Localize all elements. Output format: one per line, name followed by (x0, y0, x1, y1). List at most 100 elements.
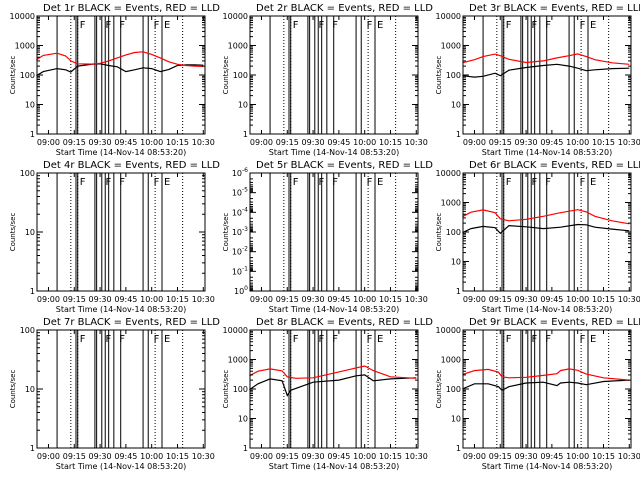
x-tick-label: 09:30 (302, 452, 325, 461)
x-tick-label: 10:15 (379, 138, 402, 147)
x-axis-label: Start Time (14-Nov-14 08:53:20) (269, 462, 399, 471)
x-tick-label: 09:00 (37, 295, 60, 304)
panel-title: Det 6r BLACK = Events, RED = LLD (469, 160, 640, 171)
flag-marker-f: F (580, 334, 586, 345)
events-series-line (249, 374, 417, 397)
x-axis-label: Start Time (14-Nov-14 08:53:20) (482, 148, 612, 157)
flag-marker-f: F (506, 334, 512, 345)
events-series-line (36, 63, 204, 77)
panel-title: Det 8r BLACK = Events, RED = LLD (256, 317, 433, 328)
x-tick-label: 10:15 (379, 295, 402, 304)
events-series-line (462, 379, 630, 392)
x-axis-label: Start Time (14-Nov-14 08:53:20) (269, 148, 399, 157)
x-tick-label: 09:00 (463, 452, 486, 461)
y-tick-label: 10000 (436, 169, 461, 178)
flag-marker-e: E (590, 177, 596, 188)
y-tick-label: 1 (456, 444, 461, 453)
x-tick-label: 09:45 (327, 452, 350, 461)
x-axis-label: Start Time (14-Nov-14 08:53:20) (56, 148, 186, 157)
x-tick-label: 10:15 (592, 138, 615, 147)
x-tick-label: 10:30 (618, 295, 640, 304)
flag-marker-f: F (154, 20, 160, 31)
panel-title: Det 5r BLACK = Events, RED = LLD (256, 160, 433, 171)
y-tick-label: 10-2 (232, 246, 248, 257)
x-tick-label: 09:15 (489, 138, 512, 147)
x-axis-label: Start Time (14-Nov-14 08:53:20) (482, 462, 612, 471)
x-tick-label: 10:30 (405, 138, 428, 147)
x-tick-label: 09:00 (463, 295, 486, 304)
flag-marker-f: F (119, 177, 125, 188)
x-tick-label: 10:00 (566, 452, 589, 461)
flag-marker-e: E (164, 20, 170, 31)
x-tick-label: 10:30 (192, 138, 215, 147)
flag-marker-e: E (164, 334, 170, 345)
y-axis-label: Counts/sec (9, 213, 17, 252)
x-tick-label: 10:00 (353, 138, 376, 147)
x-tick-label: 09:15 (276, 138, 299, 147)
y-axis-label: Counts/sec (222, 370, 230, 409)
panel-title: Det 7r BLACK = Events, RED = LLD (43, 317, 220, 328)
events-series-line (462, 63, 630, 78)
lld-series-line (36, 51, 204, 67)
x-tick-label: 09:15 (489, 295, 512, 304)
x-tick-label: 09:00 (250, 295, 273, 304)
flag-marker-f: F (532, 20, 538, 31)
x-tick-label: 09:30 (515, 295, 538, 304)
flag-marker-f: F (80, 20, 86, 31)
flag-marker-f: F (154, 177, 160, 188)
x-tick-label: 09:15 (63, 452, 86, 461)
flag-marker-f: F (319, 177, 325, 188)
flag-marker-e: E (377, 334, 383, 345)
x-tick-label: 09:00 (250, 452, 273, 461)
x-tick-label: 09:45 (327, 138, 350, 147)
y-tick-label: 10-3 (232, 226, 248, 237)
x-tick-label: 10:00 (566, 295, 589, 304)
flag-marker-e: E (590, 20, 596, 31)
x-tick-label: 09:45 (114, 295, 137, 304)
y-tick-label: 10-6 (232, 167, 248, 178)
x-tick-label: 09:45 (540, 138, 563, 147)
flag-marker-f: F (532, 334, 538, 345)
flag-marker-f: F (367, 177, 373, 188)
y-tick-label: 10 (25, 385, 35, 394)
x-axis-label: Start Time (14-Nov-14 08:53:20) (56, 462, 186, 471)
y-tick-label: 10000 (223, 12, 248, 21)
x-tick-label: 10:30 (405, 295, 428, 304)
lld-series-line (462, 53, 630, 65)
x-tick-label: 10:00 (353, 452, 376, 461)
y-tick-label: 100 (233, 385, 248, 394)
y-tick-label: 10 (451, 258, 461, 267)
x-tick-label: 10:30 (405, 452, 428, 461)
events-series-line (462, 223, 630, 235)
x-tick-label: 09:30 (89, 452, 112, 461)
flag-marker-e: E (164, 177, 170, 188)
x-tick-label: 09:15 (276, 295, 299, 304)
x-tick-label: 09:00 (37, 138, 60, 147)
flag-marker-f: F (106, 177, 112, 188)
y-tick-label: 100 (20, 71, 35, 80)
x-tick-label: 10:15 (592, 295, 615, 304)
y-axis-label: Counts/sec (435, 56, 443, 95)
y-tick-label: 1000 (228, 356, 248, 365)
lld-series-line (462, 209, 630, 225)
flag-marker-f: F (367, 20, 373, 31)
y-tick-label: 10-5 (232, 187, 248, 198)
y-tick-label: 100 (446, 228, 461, 237)
flag-marker-f: F (332, 20, 338, 31)
x-tick-label: 10:00 (566, 138, 589, 147)
flag-marker-f: F (332, 177, 338, 188)
x-tick-label: 09:15 (489, 452, 512, 461)
y-axis-label: Counts/sec (222, 213, 230, 252)
x-tick-label: 09:30 (515, 138, 538, 147)
flag-marker-f: F (367, 334, 373, 345)
y-axis-label: Counts/sec (9, 56, 17, 95)
y-tick-label: 10000 (436, 12, 461, 21)
x-tick-label: 10:00 (140, 138, 163, 147)
flag-marker-f: F (532, 177, 538, 188)
x-tick-label: 10:00 (353, 295, 376, 304)
